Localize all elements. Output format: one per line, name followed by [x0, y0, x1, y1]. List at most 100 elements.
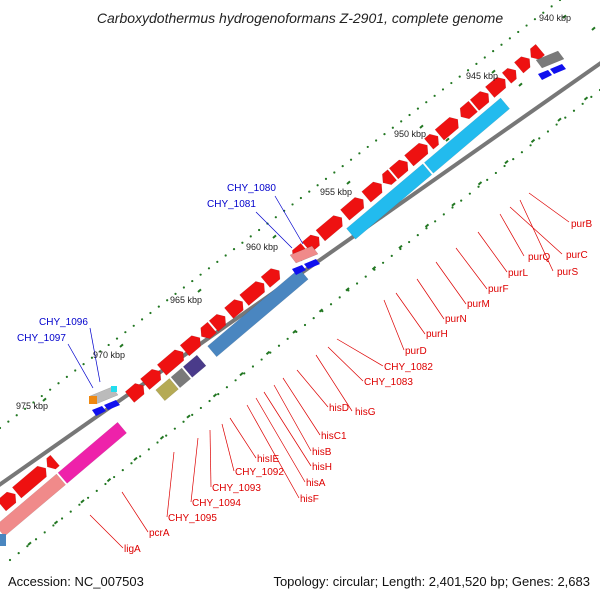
gene-cluster-chy1080-arrow[interactable] — [292, 265, 306, 275]
leader-line-red — [263, 391, 312, 467]
scale-dot-inner — [451, 206, 454, 209]
gene-label-purL[interactable]: purL — [508, 268, 528, 279]
gene-label-purM[interactable]: purM — [467, 299, 490, 310]
gene-label-hisF[interactable]: hisF — [300, 494, 319, 505]
gene-label-hisB[interactable]: hisB — [312, 447, 332, 458]
gene-label-CHY_1096[interactable]: CHY_1096 — [39, 317, 88, 328]
gene-label-hisG[interactable]: hisG — [355, 407, 376, 418]
gene-forward[interactable] — [46, 454, 60, 470]
scale-tick — [491, 69, 496, 74]
scale-dot-outer — [542, 11, 545, 14]
gene-forward[interactable] — [459, 100, 478, 120]
gene-forward[interactable] — [200, 321, 217, 339]
gene-cluster-chy1080-box[interactable] — [289, 245, 319, 264]
gene-forward[interactable] — [423, 133, 439, 150]
gene-forward[interactable] — [513, 56, 531, 74]
gene-label-purF[interactable]: purF — [488, 284, 509, 295]
scale-dot-inner — [503, 164, 506, 168]
gene-cluster-chy1080-arrow[interactable] — [304, 259, 320, 269]
gene-label-CHY_1095[interactable]: CHY_1095 — [168, 513, 217, 524]
gene-forward[interactable] — [404, 142, 429, 167]
gene-chy1097-box[interactable] — [89, 396, 97, 404]
gene-label-hisD[interactable]: hisD — [329, 403, 349, 414]
gene-cluster-chy1096-arrow[interactable] — [104, 400, 120, 410]
gene-forward[interactable] — [124, 383, 145, 403]
gene-reverse-his[interactable] — [207, 268, 309, 358]
gene-forward[interactable] — [11, 465, 47, 499]
gene-label-CHY_1080[interactable]: CHY_1080 — [227, 183, 276, 194]
gene-forward[interactable] — [140, 368, 162, 390]
scale-dot-inner — [590, 95, 593, 99]
gene-label-purB[interactable]: purB — [571, 219, 592, 230]
gene-forward[interactable] — [382, 169, 398, 186]
gene-label-purC[interactable]: purC — [566, 250, 588, 261]
gene-label-pcrA[interactable]: pcrA — [149, 528, 170, 539]
gene-forward[interactable] — [361, 181, 383, 203]
gene-forward[interactable] — [501, 67, 517, 84]
gene-reverse-pur2[interactable] — [423, 97, 510, 174]
gene-forward[interactable] — [469, 91, 490, 111]
gene-forward[interactable] — [484, 76, 507, 98]
gene-label-purN[interactable]: purN — [445, 314, 467, 325]
gene-label-CHY_1097[interactable]: CHY_1097 — [17, 333, 66, 344]
scale-dot-inner — [60, 517, 64, 520]
gene-reverse-chy1095[interactable] — [155, 378, 179, 402]
gene-label-hisA[interactable]: hisA — [306, 478, 326, 489]
gene-forward[interactable] — [315, 215, 343, 242]
gene-reverse-ligA[interactable] — [0, 473, 66, 537]
scale-tick — [371, 266, 377, 271]
gene-cluster-940-arrow[interactable] — [538, 70, 552, 80]
gene-reverse-chy1094[interactable] — [170, 367, 192, 389]
gene-forward[interactable] — [388, 159, 409, 180]
gene-forward[interactable] — [0, 491, 17, 512]
scale-dot-outer — [166, 299, 169, 302]
gene-reverse-chy1093[interactable] — [182, 354, 207, 378]
gene-label-purQ[interactable]: purQ — [528, 252, 550, 263]
gene-cluster-chy1096-arrow[interactable] — [92, 406, 106, 416]
gene-label-purD[interactable]: purD — [405, 346, 427, 357]
gene-forward[interactable] — [208, 314, 227, 332]
gene-forward[interactable] — [156, 349, 185, 376]
scale-dot-outer — [492, 50, 495, 53]
leader-line-red — [273, 384, 312, 452]
scale-dot-outer — [349, 158, 353, 161]
gene-label-CHY_1081[interactable]: CHY_1081 — [207, 199, 256, 210]
gene-label-CHY_1093[interactable]: CHY_1093 — [212, 483, 261, 494]
gene-forward[interactable] — [239, 281, 265, 306]
gene-forward[interactable] — [260, 268, 281, 288]
leader-line-red — [509, 206, 563, 255]
gene-forward[interactable] — [434, 117, 459, 141]
gene-label-ligA[interactable]: ligA — [124, 544, 141, 555]
gene-label-CHY_1083[interactable]: CHY_1083 — [364, 377, 413, 388]
gene-reverse-pcrA[interactable] — [57, 421, 127, 484]
scale-dot-outer — [82, 363, 85, 366]
gene-forward[interactable] — [340, 197, 365, 221]
scale-dot-outer — [466, 69, 470, 72]
gene-label-purS[interactable]: purS — [557, 267, 578, 278]
gene-edge-marker[interactable] — [0, 534, 6, 546]
gene-chy1096-box[interactable] — [111, 386, 117, 392]
gene-cluster-940-box[interactable] — [535, 50, 565, 69]
scale-dot-outer — [249, 235, 252, 238]
scale-dot-outer — [383, 133, 386, 136]
gene-cluster-940-arrow[interactable] — [550, 64, 566, 74]
gene-label-purH[interactable]: purH — [426, 329, 448, 340]
gene-forward[interactable] — [530, 43, 546, 60]
gene-label-hisH[interactable]: hisH — [312, 462, 332, 473]
gene-label-CHY_1092[interactable]: CHY_1092 — [235, 467, 284, 478]
scale-dot-inner — [425, 227, 428, 230]
gene-label-CHY_1082[interactable]: CHY_1082 — [384, 362, 433, 373]
gene-forward[interactable] — [179, 335, 201, 357]
gene-forward[interactable] — [224, 299, 244, 319]
scale-tick — [518, 82, 523, 87]
scale-dot-outer — [458, 75, 461, 78]
gene-label-hisIE[interactable]: hisIE — [257, 454, 280, 465]
scale-dot-inner — [43, 531, 46, 534]
scale-tick — [272, 234, 277, 239]
gene-label-CHY_1094[interactable]: CHY_1094 — [192, 498, 241, 509]
gene-label-hisC1[interactable]: hisC1 — [321, 431, 347, 442]
leader-line-blue — [67, 343, 94, 389]
leader-line-blue — [89, 327, 101, 383]
gene-reverse-pur1[interactable] — [346, 163, 433, 240]
labels: 940 kbp 945 kbp 950 kbp 955 kbp 960 kbp … — [16, 13, 592, 555]
